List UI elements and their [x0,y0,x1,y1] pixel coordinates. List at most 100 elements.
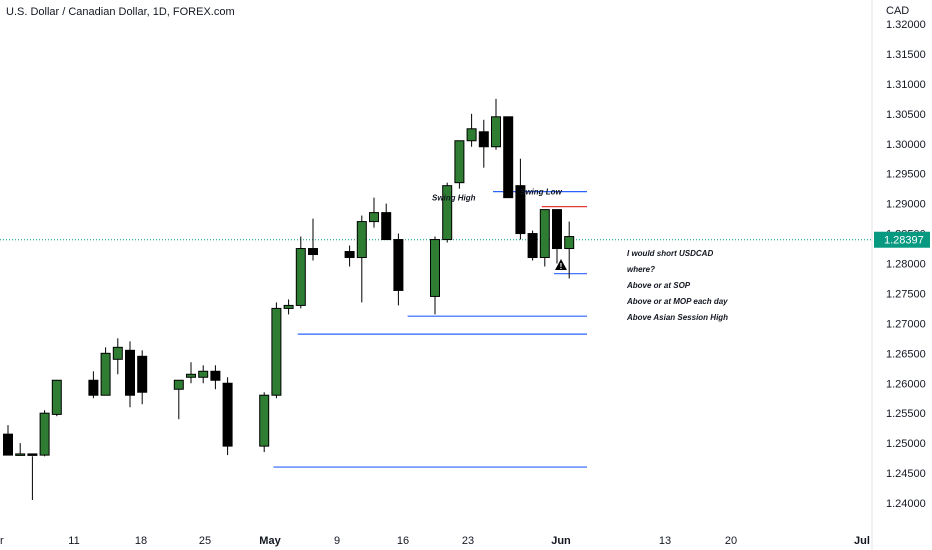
candle-body [88,379,99,396]
candle-body [393,239,404,291]
currency-label: CAD [886,5,909,17]
swing-low-label: Swing Low [520,188,563,197]
candle [491,98,501,150]
y-tick-label: 1.32000 [886,19,926,31]
swing-high-label: Swing High [432,194,476,203]
y-tick-label: 1.26500 [886,348,926,360]
candle [173,379,184,420]
candle [381,203,392,241]
x-tick-label: May [259,535,281,547]
candle [527,230,538,261]
candle-body [198,370,209,378]
candle-body [125,349,135,396]
candle-body [259,394,270,447]
candle-body [295,248,306,306]
candle-body [173,379,184,390]
x-tick-label: 18 [135,535,147,547]
candle [295,236,306,309]
x-tick-label: 23 [462,535,474,547]
y-tick-label: 1.30500 [886,109,926,121]
y-tick-label: 1.29500 [886,169,926,181]
candle [27,453,38,501]
candle-body [564,236,575,250]
candle-body [100,352,111,396]
annotations: Swing High Swing Low! I would short USDCAD… [432,188,728,322]
candle-body [210,370,221,381]
x-tick-label: 16 [397,535,409,547]
candle-body [271,307,282,396]
candle [344,245,355,267]
candle-body [503,116,514,199]
note-line: I would short USDCAD [627,249,713,258]
candle [259,392,270,453]
candle-body [222,382,233,447]
y-tick-label: 1.24000 [886,498,926,510]
x-axis: r 11 18 25 May 9 16 23 Jun 13 20 Jul [0,535,870,547]
candle-body [552,209,562,250]
candle-body [515,185,526,235]
candle [51,379,62,417]
candle [539,209,550,267]
x-tick-label: Jul [854,535,870,547]
candle [137,350,148,405]
y-tick-label: 1.31500 [886,49,926,61]
candle [552,209,562,264]
candle [564,221,575,279]
candle-body [39,412,50,456]
candle [515,158,526,240]
candle-body [478,131,489,148]
note-line: Above or at MOP each day [626,297,728,306]
level-lines [0,191,872,468]
candle [393,233,404,306]
y-tick-label: 1.31000 [886,79,926,91]
candle-body [15,453,26,456]
warning-icon[interactable]: ! [555,259,567,271]
note-line: Above Asian Session High [626,313,728,322]
candle [454,140,465,189]
x-tick-label: r [0,535,4,547]
y-tick-label: 1.30000 [886,139,926,151]
candle [100,347,111,396]
x-tick-label: 25 [199,535,211,547]
candle [466,113,477,147]
candles [3,98,575,501]
x-tick-label: 13 [659,535,671,547]
note-line: where? [627,265,655,274]
candle-body [454,140,465,184]
candle [3,425,13,456]
candle-body [539,209,550,259]
y-tick-label: 1.26000 [886,378,926,390]
svg-text:!: ! [560,262,563,271]
candle-body [442,185,453,241]
x-tick-label: 9 [334,535,340,547]
candle [186,362,196,384]
candle [112,338,123,375]
candle [503,116,514,199]
candle [308,218,318,261]
candle-body [137,355,148,393]
candle-body [51,379,62,415]
candle [39,410,50,457]
candle-body [527,233,538,259]
candle [198,365,209,384]
candle-body [356,221,367,259]
y-tick-label: 1.25500 [886,408,926,420]
candle-body [27,453,38,456]
candle [125,341,135,408]
y-tick-label: 1.28000 [886,259,926,271]
candle-body [381,212,392,241]
candle-body [3,433,13,456]
candle [15,443,26,456]
candle [430,236,440,315]
candle-body [369,212,379,223]
candle [88,371,99,399]
y-tick-label: 1.29000 [886,199,926,211]
y-tick-label: 1.27000 [886,318,926,330]
y-axis: CAD 1.32000 1.31500 1.31000 1.30500 1.30000 1.… [874,5,930,510]
y-tick-label: 1.24500 [886,468,926,480]
note-line: Above or at SOP [626,281,691,290]
candle-body [430,239,440,297]
candle-body [344,251,355,259]
candle [369,197,379,228]
